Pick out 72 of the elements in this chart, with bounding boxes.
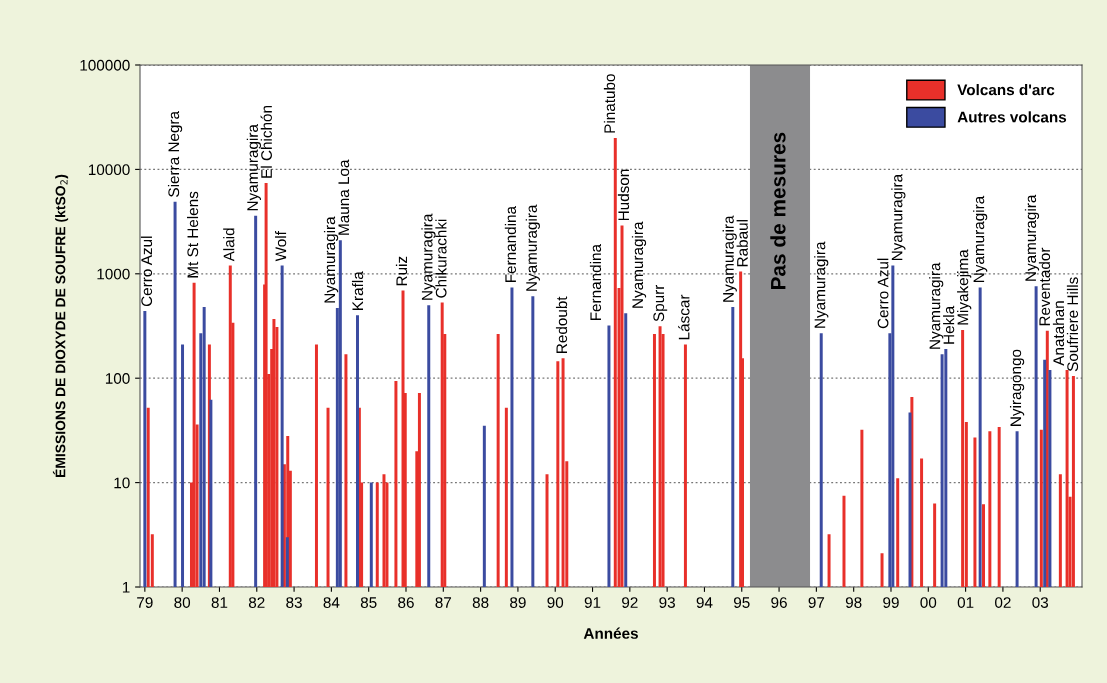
y-tick-label: 1 (122, 582, 130, 593)
x-tick-label: 93 (659, 597, 675, 608)
annotation: Ruiz (395, 256, 408, 286)
y-tick-label: 100000 (80, 59, 130, 71)
y-tick-label: 10000 (88, 164, 130, 176)
y-tick-label: 10 (114, 477, 130, 489)
x-tick-label: 00 (920, 597, 937, 608)
annotation: Nyamuragira (1024, 194, 1040, 281)
x-tick-label: 02 (995, 597, 1011, 608)
x-tick-label: 90 (547, 597, 564, 608)
annotation: Soufriere Hills (1066, 277, 1079, 372)
x-tick-label: 86 (398, 597, 414, 608)
annotation: Nyamuragira (246, 124, 261, 211)
x-tick-label: 89 (510, 597, 526, 608)
annotation: Mt St Helens (186, 191, 199, 278)
x-tick-label: 88 (472, 597, 489, 608)
annotation: Rabaul (736, 220, 748, 267)
x-tick-label: 01 (957, 597, 974, 608)
x-axis-title: Années (583, 627, 638, 639)
x-tick-label: 83 (286, 597, 302, 608)
legend-label: Autres volcans (957, 111, 1067, 123)
x-tick-label: 95 (733, 597, 750, 608)
annotation: Nyamuragira (929, 262, 944, 349)
x-tick-label: 03 (1032, 597, 1049, 608)
x-tick-label: 85 (360, 597, 377, 608)
annotation: Krafla (351, 271, 364, 310)
annotation: Nyamuragira (891, 173, 906, 261)
x-tick-label: 94 (696, 597, 713, 608)
annotation: Hekla (943, 305, 955, 344)
legend-label: Volcans d'arc (957, 84, 1055, 96)
annotation: Mauna Loa (338, 159, 350, 235)
x-tick-label: 80 (174, 597, 191, 608)
y-tick-label: 100 (105, 373, 130, 384)
annotation: Sierra Negra (167, 110, 183, 197)
y-axis-title: ÉMISSIONS DE DIOXYDE DE SOUFRE (ktSO$_{2}$) (52, 174, 69, 478)
band-label: Pas de mesures (770, 132, 786, 290)
x-tick-label: 92 (622, 597, 638, 608)
annotation: El Chichón (260, 105, 272, 178)
x-tick-label: 82 (248, 597, 265, 608)
x-tick-label: 87 (435, 597, 452, 608)
annotation: Wolf (275, 231, 287, 262)
annotation: Nyamuragira (631, 221, 647, 308)
annotation: Láscar (678, 294, 690, 340)
annotation: Nyamuragira (814, 241, 829, 328)
annotation: Reventador (1038, 247, 1051, 326)
annotation: Fernandina (589, 244, 602, 321)
annotation: Nyiragongo (1009, 349, 1025, 426)
x-tick-label: 97 (808, 597, 825, 608)
annotation: Nyamuragira (525, 204, 540, 291)
annotation: Hudson (617, 169, 630, 221)
annotation: Redoubt (555, 296, 568, 353)
annotation: Anatahan (1052, 301, 1065, 366)
annotation: Cerro Azul (877, 258, 889, 329)
x-tick-label: 81 (211, 597, 228, 608)
annotation: Nyamuragira (722, 215, 737, 302)
annotation: Nyamuragira (323, 216, 339, 303)
annotation: Miyakejima (957, 249, 972, 325)
annotation: Alaid (223, 228, 235, 262)
annotation: Chikurachki (435, 219, 447, 298)
annotation: Cerro Azul (140, 236, 153, 307)
x-tick-label: 96 (771, 597, 787, 608)
annotation: Nyamuragira (421, 213, 436, 300)
annotation: Fernandina (504, 205, 517, 283)
annotation: Pinatubo (603, 74, 616, 133)
x-tick-label: 79 (137, 597, 153, 608)
x-tick-label: 91 (584, 597, 601, 608)
annotation: Nyamuragira (973, 195, 988, 283)
y-tick-label: 1000 (97, 268, 130, 280)
x-tick-label: 84 (323, 597, 340, 608)
x-tick-label: 98 (845, 597, 862, 608)
annotation: Spurr (653, 284, 668, 322)
x-tick-label: 99 (883, 597, 899, 608)
